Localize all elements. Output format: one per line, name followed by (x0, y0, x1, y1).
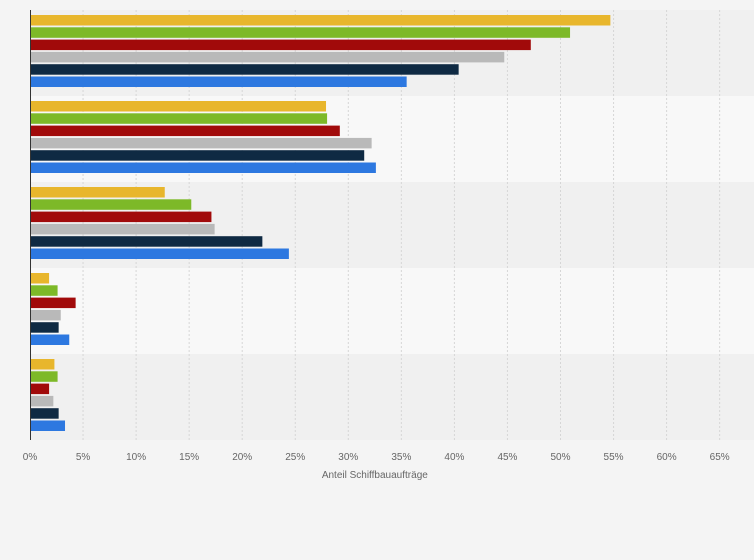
x-axis-title: Anteil Schiffbauaufträge (322, 470, 428, 481)
bar (30, 125, 340, 137)
bar (30, 297, 76, 309)
bars (30, 15, 611, 431)
bar (30, 408, 59, 419)
bar (30, 223, 215, 235)
x-tick-label: 15% (179, 452, 199, 463)
bar (30, 236, 263, 247)
bar (30, 101, 327, 112)
bar (30, 27, 571, 38)
bar (30, 383, 50, 395)
bar (30, 420, 66, 431)
bar (30, 199, 192, 210)
x-tick-label: 65% (710, 452, 730, 463)
bar (30, 395, 54, 407)
bar (30, 113, 328, 124)
x-tick-label: 40% (444, 452, 464, 463)
category-bands (30, 10, 754, 440)
bar (30, 322, 59, 333)
bar (30, 359, 55, 370)
bar (30, 150, 365, 161)
x-tick-label: 50% (550, 452, 570, 463)
bar (30, 273, 50, 284)
bar (30, 248, 289, 259)
bar (30, 51, 505, 63)
x-tick-label: 25% (285, 452, 305, 463)
x-tick-label: 35% (391, 452, 411, 463)
bar (30, 162, 376, 173)
bar (30, 285, 58, 296)
x-tick-label: 45% (497, 452, 517, 463)
x-tick-label: 60% (657, 452, 677, 463)
bar (30, 187, 165, 198)
x-tick-label: 0% (23, 452, 38, 463)
category-band (30, 354, 754, 440)
bar (30, 64, 459, 75)
bar (30, 15, 611, 26)
bar (30, 211, 212, 223)
x-tick-label: 55% (604, 452, 624, 463)
x-tick-labels: 0% 5% 10% 15% 20% 25% 30% 35% 40% 45% 50% 55% 60% 65% (23, 452, 730, 463)
bar (30, 309, 61, 321)
bar (30, 76, 407, 87)
bar (30, 371, 58, 382)
bar (30, 137, 372, 149)
category-band (30, 268, 754, 354)
bar (30, 334, 70, 345)
x-tick-label: 20% (232, 452, 252, 463)
x-tick-label: 5% (76, 452, 91, 463)
bar (30, 39, 531, 51)
x-tick-label: 30% (338, 452, 358, 463)
x-tick-label: 10% (126, 452, 146, 463)
